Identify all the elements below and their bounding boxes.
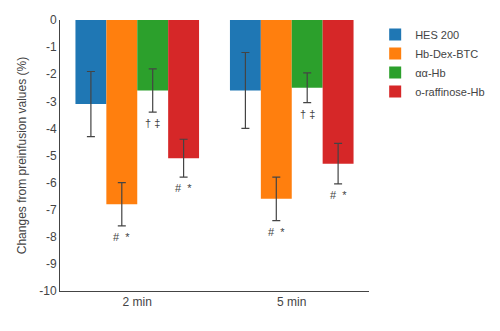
svg-text:# *: # * <box>330 189 347 201</box>
svg-text:-3: -3 <box>46 95 57 109</box>
svg-text:o-raffinose-Hb: o-raffinose-Hb <box>415 86 485 98</box>
svg-text:αα-Hb: αα-Hb <box>415 67 445 79</box>
svg-text:-10: -10 <box>39 284 57 298</box>
svg-text:Changes from preinfusion value: Changes from preinfusion values (%) <box>15 57 29 254</box>
svg-text:HES 200: HES 200 <box>415 29 459 41</box>
svg-text:-6: -6 <box>46 176 57 190</box>
svg-text:5 min: 5 min <box>277 295 306 309</box>
svg-text:-2: -2 <box>46 67 57 81</box>
svg-text:-5: -5 <box>46 149 57 163</box>
svg-text:# *: # * <box>113 231 130 243</box>
svg-text:2 min: 2 min <box>123 295 152 309</box>
svg-text:-4: -4 <box>46 122 57 136</box>
svg-text:† ‡: † ‡ <box>145 117 160 129</box>
svg-text:# *: # * <box>268 226 285 238</box>
svg-text:-7: -7 <box>46 203 57 217</box>
svg-text:-8: -8 <box>46 230 57 244</box>
svg-text:Hb-Dex-BTC: Hb-Dex-BTC <box>415 48 478 60</box>
svg-text:0: 0 <box>50 13 57 27</box>
svg-text:# *: # * <box>175 182 192 194</box>
svg-text:-1: -1 <box>46 40 57 54</box>
svg-text:† ‡: † ‡ <box>300 108 315 120</box>
svg-text:-9: -9 <box>46 257 57 271</box>
